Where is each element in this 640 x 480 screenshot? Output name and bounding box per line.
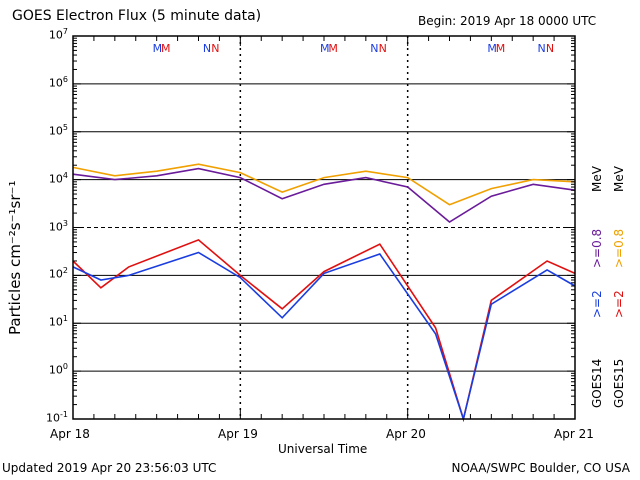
y-axis-label: Particles cm⁻²s⁻¹sr⁻¹ (6, 180, 24, 335)
y-tick-label: 10-1 (46, 410, 68, 425)
x-tick-label: Apr 21 (554, 427, 594, 441)
mn-marker: M (152, 42, 163, 55)
mn-marker: N (545, 42, 555, 55)
mn-marker: N (537, 42, 546, 55)
mn-marker: N (370, 42, 379, 55)
x-axis-label: Universal Time (278, 442, 368, 456)
mn-marker: M (495, 42, 506, 55)
mn-marker: N (202, 42, 212, 55)
series-line (72, 163, 576, 206)
legend-mev-units: MeV (590, 166, 604, 192)
y-tick-label: 105 (48, 122, 68, 138)
legend-goes14-2mev: >=2 (590, 290, 604, 318)
series-line (72, 167, 576, 223)
chart-ticks (73, 36, 575, 420)
y-tick-label: 103 (48, 218, 68, 234)
legend-goes14-08mev: >=0.8 (590, 228, 604, 268)
legend-goes15: GOES15 (612, 358, 626, 408)
x-tick-label: Apr 20 (386, 427, 426, 441)
chart-series (72, 163, 576, 423)
y-tick-label: 100 (48, 362, 68, 377)
mn-marker: M (320, 42, 330, 55)
y-tick-label: 102 (48, 266, 68, 282)
chart-title: GOES Electron Flux (5 minute data) (12, 8, 262, 24)
plot-frame (72, 35, 576, 420)
updated-timestamp: Updated 2019 Apr 20 23:56:03 UTC (2, 461, 217, 475)
y-tick-label: 106 (48, 74, 68, 90)
y-tick-label: 101 (48, 314, 68, 329)
begin-time: Begin: 2019 Apr 18 0000 UTC (418, 14, 597, 28)
legend-goes14: GOES14 (590, 358, 604, 408)
x-tick-label: Apr 18 (50, 427, 90, 441)
legend-mev-units: MeV (612, 166, 626, 192)
mn-marker: N (378, 42, 387, 55)
mn-marker: M (161, 42, 171, 55)
x-tick-label: Apr 19 (218, 427, 258, 441)
y-tick-label: 104 (48, 170, 68, 186)
credit-text: NOAA/SWPC Boulder, CO USA (451, 461, 630, 475)
chart-grid (73, 36, 575, 419)
mn-marker: M (487, 42, 497, 55)
legend-goes15-08mev: >=0.8 (612, 228, 626, 268)
series-line (72, 251, 576, 422)
series-line (72, 238, 576, 423)
mn-marker: N (211, 42, 220, 55)
mn-marker: M (328, 42, 338, 55)
legend-goes15-2mev: >=2 (612, 290, 626, 318)
y-tick-label: 107 (48, 27, 68, 42)
